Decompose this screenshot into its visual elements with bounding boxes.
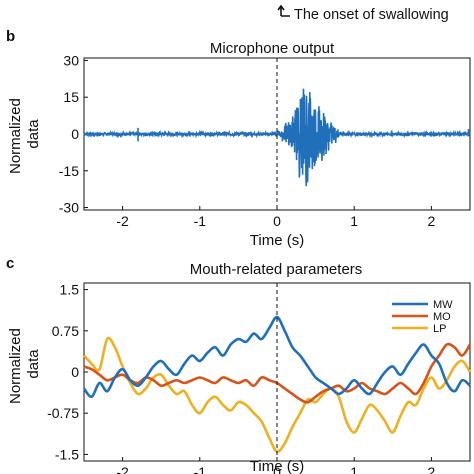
panel-b-label: b (6, 28, 15, 45)
panel-c-ylabel: Normalized data (7, 324, 42, 404)
panel-c-title: Mouth-related parameters (190, 261, 363, 278)
y-tick-label: -0.75 (47, 405, 79, 421)
x-tick-label: 0 (273, 213, 281, 229)
x-tick-label: -1 (194, 464, 207, 474)
panel-b-xlabel: Time (s) (250, 232, 304, 249)
y-tick-label: -1.5 (55, 446, 79, 462)
panel-b-x-ticks: -2 -1 0 1 2 (116, 206, 436, 229)
x-tick-label: 1 (350, 464, 358, 474)
x-tick-label: 1 (350, 213, 358, 229)
onset-annotation: The onset of swallowing (277, 4, 449, 23)
y-tick-label: 1.5 (60, 282, 80, 298)
panel-c-y-ticks: 1.5 0.75 0 -0.75 -1.5 (47, 282, 88, 462)
panel-c-ylabel-line2: data (25, 349, 42, 379)
y-tick-label: 0 (71, 126, 79, 142)
y-tick-label: -30 (59, 200, 79, 216)
panel-c-chart: c Mouth-related parameters Normalized da… (6, 255, 472, 474)
panel-b-series (83, 88, 471, 187)
x-tick-label: 2 (428, 464, 436, 474)
onset-note: The onset of swallowing (294, 7, 449, 23)
x-tick-label: -1 (194, 213, 207, 229)
panel-c-axes-box (83, 282, 471, 462)
legend-label-lp: LP (433, 323, 446, 335)
panel-b-title: Microphone output (210, 40, 335, 57)
y-tick-label: 30 (63, 52, 79, 68)
series-line-mw (82, 315, 471, 399)
y-tick-label: 15 (63, 89, 79, 105)
panel-c-ylabel-line1: Normalized (7, 328, 24, 404)
microphone-signal-line (83, 88, 471, 187)
panel-c-x-ticks: -2 -1 0 1 2 (116, 457, 436, 474)
y-tick-label: -15 (59, 163, 79, 179)
panel-b-ylabel: Normalized data (7, 94, 42, 174)
y-tick-label: 0 (71, 364, 79, 380)
y-tick-label: 0.75 (52, 323, 79, 339)
legend-label-mo: MO (433, 311, 451, 323)
x-tick-label: 0 (273, 464, 281, 474)
x-tick-label: -2 (116, 464, 129, 474)
x-tick-label: -2 (116, 213, 129, 229)
panel-c-xlabel: Time (s) (250, 458, 304, 474)
panel-b-ylabel-line2: data (25, 119, 42, 149)
panel-c-label: c (6, 255, 14, 272)
panel-b-chart: b Microphone output Normalized data -2 -1… (6, 28, 471, 249)
x-tick-label: 2 (428, 213, 436, 229)
onset-arrow-icon (277, 4, 290, 17)
legend-label-mw: MW (433, 299, 453, 311)
panel-b-ylabel-line1: Normalized (7, 98, 24, 174)
